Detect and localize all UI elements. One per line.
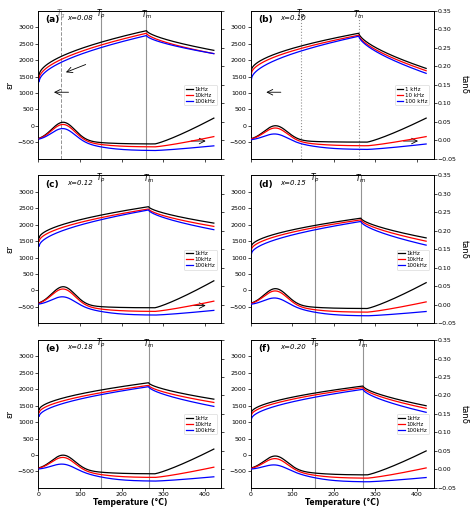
Text: x=0.12: x=0.12 bbox=[68, 180, 93, 186]
Text: (c): (c) bbox=[46, 180, 59, 189]
Text: $T_p$: $T_p$ bbox=[310, 337, 320, 350]
Text: (d): (d) bbox=[258, 180, 273, 189]
Legend: 1kHz, 10kHz, 100kHz: 1kHz, 10kHz, 100kHz bbox=[397, 415, 429, 435]
Text: (b): (b) bbox=[258, 15, 273, 24]
Text: $T_m$: $T_m$ bbox=[357, 338, 369, 350]
Text: (e): (e) bbox=[46, 344, 60, 353]
Text: $T_m$: $T_m$ bbox=[141, 8, 152, 21]
Text: $T_p$: $T_p$ bbox=[296, 8, 306, 21]
X-axis label: Temperature (°C): Temperature (°C) bbox=[305, 499, 379, 507]
Text: $T_m$: $T_m$ bbox=[353, 8, 365, 21]
Text: (a): (a) bbox=[46, 15, 60, 24]
Y-axis label: εr: εr bbox=[6, 81, 15, 89]
Legend: 1kHz, 10kHz, 100kHz: 1kHz, 10kHz, 100kHz bbox=[184, 250, 217, 270]
Text: $T_m$: $T_m$ bbox=[143, 338, 155, 350]
Legend: 1kHz, 10kHz, 100kHz: 1kHz, 10kHz, 100kHz bbox=[397, 250, 429, 270]
Text: $T_p$: $T_p$ bbox=[310, 172, 320, 185]
Legend: 1 kHz, 10 kHz, 100 kHz: 1 kHz, 10 kHz, 100 kHz bbox=[395, 85, 429, 105]
Text: $T_p$: $T_p$ bbox=[96, 8, 106, 21]
Text: $T_g$: $T_g$ bbox=[56, 8, 66, 21]
Text: $T_m$: $T_m$ bbox=[355, 173, 366, 185]
Text: x=0.20: x=0.20 bbox=[280, 344, 306, 350]
Y-axis label: tanδ: tanδ bbox=[459, 405, 468, 423]
Text: $T_p$: $T_p$ bbox=[96, 337, 106, 350]
X-axis label: Temperature (°C): Temperature (°C) bbox=[92, 499, 167, 507]
Legend: 1kHz, 10kHz, 100kHz: 1kHz, 10kHz, 100kHz bbox=[184, 415, 217, 435]
Text: x=0.18: x=0.18 bbox=[68, 344, 93, 350]
Text: x=0.15: x=0.15 bbox=[280, 180, 306, 186]
Y-axis label: εr: εr bbox=[6, 410, 15, 418]
Y-axis label: εr: εr bbox=[6, 245, 15, 253]
Y-axis label: tanδ: tanδ bbox=[459, 240, 468, 259]
Text: $T_m$: $T_m$ bbox=[143, 173, 155, 185]
Legend: 1kHz, 10kHz, 100kHz: 1kHz, 10kHz, 100kHz bbox=[184, 85, 217, 105]
Text: (f): (f) bbox=[258, 344, 270, 353]
Text: $T_p$: $T_p$ bbox=[96, 172, 106, 185]
Text: x=0.08: x=0.08 bbox=[68, 15, 93, 22]
Y-axis label: tanδ: tanδ bbox=[459, 75, 468, 94]
Text: x=0.10: x=0.10 bbox=[280, 15, 306, 22]
